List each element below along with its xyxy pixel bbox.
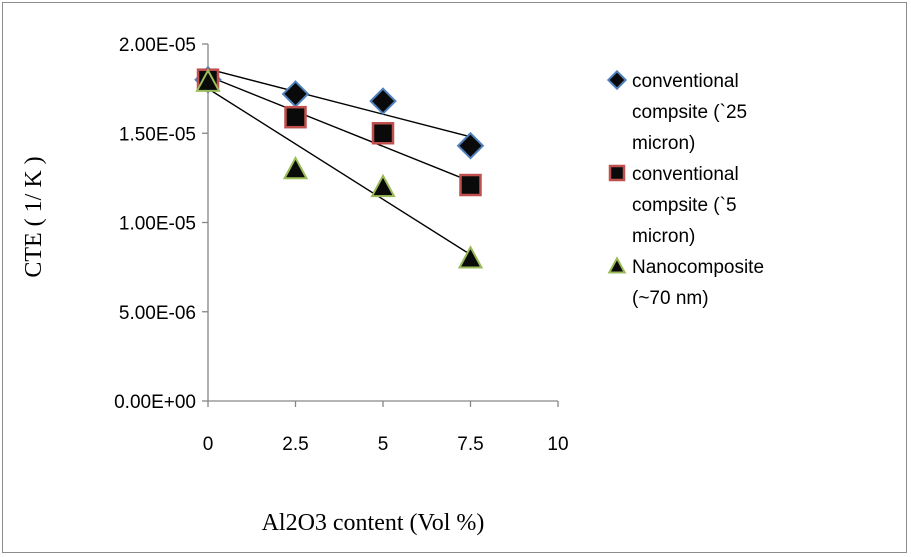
- y-tick-label: 1.00E-05: [119, 214, 196, 235]
- legend-label: conventional: [632, 164, 739, 185]
- legend-marker-diamond: [606, 69, 628, 91]
- x-axis-title: Al2O3 content (Vol %): [262, 510, 485, 536]
- data-point-square: [284, 105, 307, 129]
- x-tick-label: 2.5: [282, 434, 308, 455]
- data-markers: [194, 65, 485, 269]
- x-tick-label: 5: [378, 434, 389, 455]
- data-point-triangle: [370, 173, 396, 198]
- legend-label: compsite (`25: [632, 102, 747, 123]
- legend-marker-square: [608, 164, 626, 182]
- legend: conventional compsite (`25 micron) conventi…: [606, 69, 764, 309]
- data-point-triangle: [195, 68, 221, 92]
- data-point-diamond: [456, 131, 485, 160]
- legend-marker-triangle: [607, 256, 627, 274]
- x-tick-label: 10: [547, 434, 568, 455]
- y-tick-label: 2.00E-05: [119, 35, 196, 56]
- trendline-triangle: [207, 88, 471, 256]
- chart-svg: 0.00E+00 5.00E-06 1.00E-05 1.50E-05 2.00E-05…: [21, 35, 764, 536]
- data-point-square: [371, 122, 395, 145]
- data-point-square: [459, 173, 482, 197]
- legend-label: micron): [632, 226, 695, 247]
- legend-label: micron): [632, 133, 695, 154]
- data-point-diamond: [369, 87, 397, 115]
- axes: 0.00E+00 5.00E-06 1.00E-05 1.50E-05 2.00E-05…: [114, 35, 568, 455]
- y-tick-label: 1.50E-05: [119, 124, 196, 145]
- legend-label: compsite (`5: [632, 195, 737, 216]
- x-tick-label: 0: [203, 434, 214, 455]
- trendline-diamond: [207, 68, 471, 138]
- trendlines: [207, 68, 471, 256]
- legend-label: Nanocomposite: [632, 257, 764, 278]
- x-tick-label: 7.5: [457, 434, 483, 455]
- y-tick-label: 5.00E-06: [119, 303, 196, 324]
- trendline-square: [207, 75, 471, 183]
- data-point-diamond: [281, 80, 310, 108]
- data-point-triangle: [282, 155, 309, 180]
- y-tick-label: 0.00E+00: [114, 392, 196, 413]
- y-axis-title: CTE ( 1/ K ): [21, 156, 47, 277]
- legend-label: conventional: [632, 71, 739, 92]
- data-point-triangle: [457, 245, 484, 269]
- legend-label: (~70 nm): [632, 288, 709, 309]
